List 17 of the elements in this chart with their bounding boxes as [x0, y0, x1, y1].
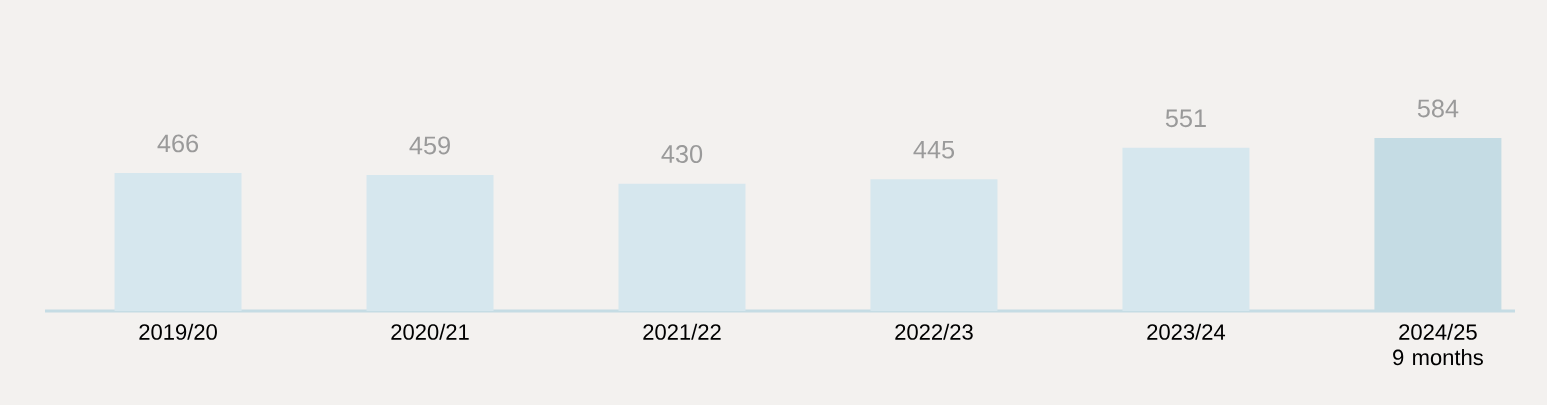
bar: [1122, 147, 1250, 311]
data-label: 445: [913, 140, 955, 159]
data-label: 466: [157, 134, 199, 153]
bar: [618, 183, 746, 311]
x-tick-label: 2024/25 9 months: [1393, 323, 1483, 366]
bar: [870, 179, 998, 311]
data-label: 459: [409, 136, 450, 155]
bar: [114, 173, 242, 311]
x-tick-label: 2022/23: [895, 323, 973, 340]
x-tick-label: 2021/22: [643, 323, 721, 340]
bar: [366, 175, 494, 311]
data-label: 430: [661, 145, 703, 163]
data-label: 584: [1417, 99, 1459, 118]
data-label: 551: [1165, 109, 1206, 128]
x-tick-label: 2019/20: [139, 323, 217, 340]
x-tick-label: 2020/21: [391, 323, 469, 340]
x-tick-label: 2023/24: [1147, 323, 1226, 340]
